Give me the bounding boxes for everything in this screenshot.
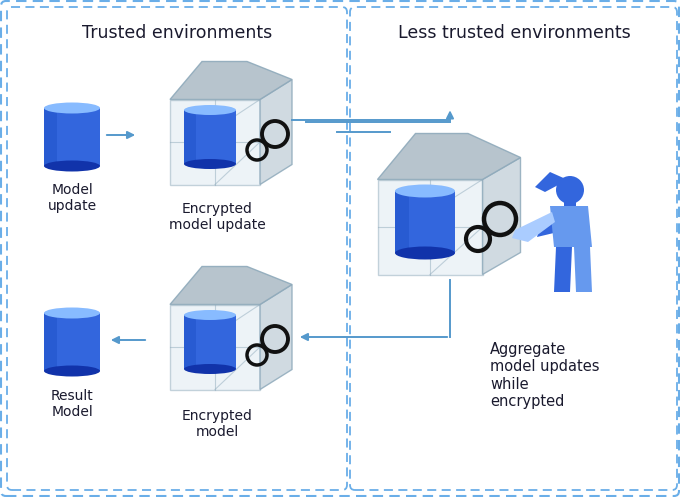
Polygon shape — [550, 206, 592, 247]
Polygon shape — [170, 62, 292, 99]
Polygon shape — [574, 247, 592, 292]
Circle shape — [556, 176, 584, 204]
Text: Aggregate
model updates
while
encrypted: Aggregate model updates while encrypted — [490, 342, 600, 409]
Ellipse shape — [184, 364, 236, 374]
Polygon shape — [377, 179, 483, 274]
Text: Result
Model: Result Model — [50, 389, 93, 419]
Polygon shape — [260, 284, 292, 390]
Text: Encrypted
model update: Encrypted model update — [169, 202, 265, 232]
Ellipse shape — [44, 308, 100, 319]
Ellipse shape — [184, 310, 236, 320]
FancyBboxPatch shape — [44, 313, 56, 371]
Polygon shape — [170, 99, 260, 184]
Text: Less trusted environments: Less trusted environments — [398, 24, 630, 42]
FancyBboxPatch shape — [184, 110, 236, 164]
FancyBboxPatch shape — [7, 7, 347, 490]
Polygon shape — [535, 172, 568, 192]
FancyBboxPatch shape — [184, 315, 236, 369]
Polygon shape — [260, 80, 292, 184]
Text: Trusted environments: Trusted environments — [82, 24, 272, 42]
Text: Encrypted
model: Encrypted model — [182, 409, 252, 439]
FancyBboxPatch shape — [395, 191, 455, 253]
Polygon shape — [537, 212, 588, 237]
FancyBboxPatch shape — [184, 315, 196, 369]
Polygon shape — [512, 212, 555, 242]
Polygon shape — [170, 305, 260, 390]
Polygon shape — [170, 266, 292, 305]
FancyBboxPatch shape — [44, 313, 100, 371]
FancyBboxPatch shape — [564, 190, 576, 206]
Ellipse shape — [44, 161, 100, 171]
Text: Model
update: Model update — [48, 183, 97, 213]
Polygon shape — [377, 134, 520, 179]
Ellipse shape — [184, 159, 236, 169]
Ellipse shape — [395, 184, 455, 197]
FancyBboxPatch shape — [395, 191, 409, 253]
Polygon shape — [483, 158, 520, 274]
FancyBboxPatch shape — [184, 110, 196, 164]
Polygon shape — [554, 247, 572, 292]
Ellipse shape — [44, 102, 100, 113]
Ellipse shape — [184, 105, 236, 115]
Ellipse shape — [44, 365, 100, 377]
FancyBboxPatch shape — [44, 108, 100, 166]
FancyBboxPatch shape — [350, 7, 677, 490]
Ellipse shape — [395, 247, 455, 259]
FancyBboxPatch shape — [44, 108, 56, 166]
